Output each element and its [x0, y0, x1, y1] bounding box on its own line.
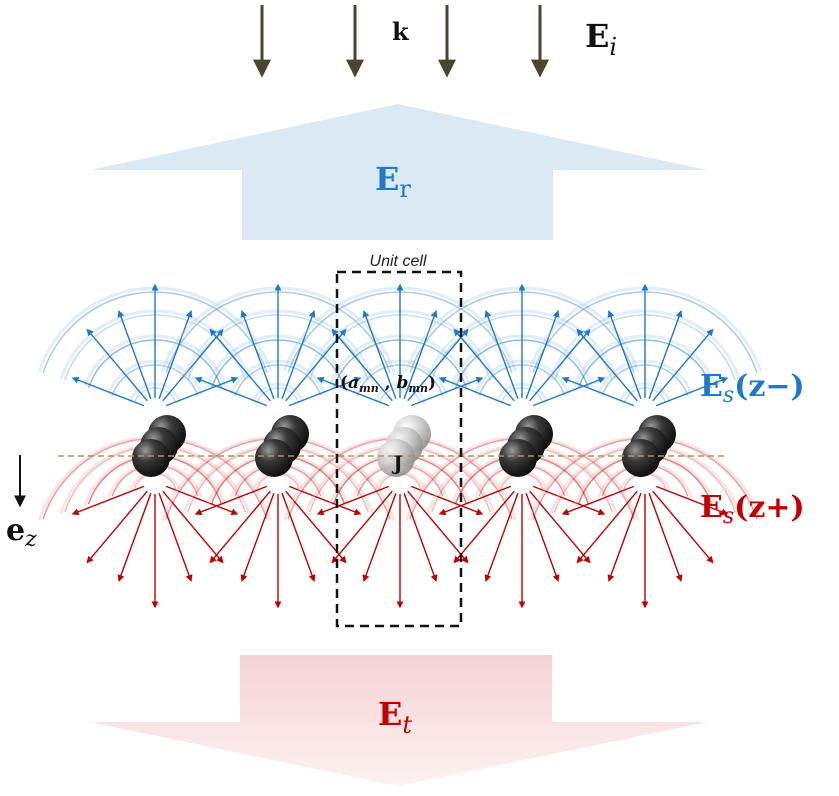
- wave-vector-label: k: [392, 17, 410, 46]
- reflected-field-label: Er: [375, 160, 411, 203]
- scattered-forward-label: Es(z+): [700, 490, 805, 529]
- unit-vector-label: ez: [6, 513, 37, 552]
- transmitted-wave-arrow: [90, 655, 707, 786]
- scatterer-row: [37, 283, 763, 609]
- reflected-wave-arrow: [90, 104, 707, 240]
- transmitted-field-label: Et: [378, 695, 412, 739]
- sphere-cluster-icon: [499, 415, 553, 477]
- scattered-backward-label: Es(z−): [700, 369, 805, 408]
- unit-cell-label: Unit cell: [370, 253, 427, 270]
- scatterer-unit: [160, 283, 396, 609]
- backward-radiation-fan: [527, 283, 763, 407]
- scatterer-unit: [527, 283, 763, 609]
- sphere-cluster-icon: [255, 415, 309, 477]
- current-source-label: J: [391, 451, 402, 475]
- scatterer-unit: [37, 283, 273, 609]
- incident-arrows: [253, 5, 549, 78]
- sphere-cluster-icon: [622, 415, 676, 477]
- sphere-cluster-icon: [132, 415, 186, 477]
- coefficient-label: (amn , bmn): [340, 373, 436, 395]
- highlighted-sphere-cluster-icon: [377, 415, 431, 477]
- incident-field-label: Ei: [585, 17, 617, 61]
- scatterer-unit: [404, 283, 640, 609]
- unit-cell-box: [335, 270, 463, 628]
- backward-radiation-fan: [404, 283, 640, 407]
